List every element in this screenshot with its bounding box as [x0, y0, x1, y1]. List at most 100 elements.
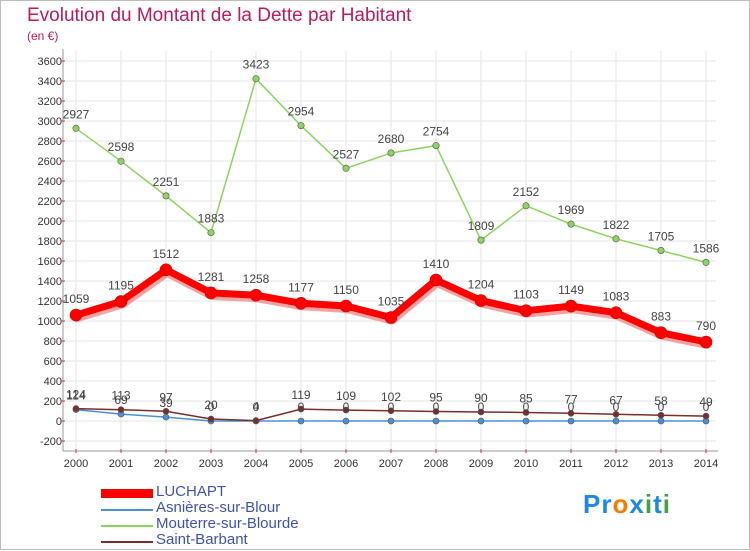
data-point: [387, 417, 395, 425]
chart-subtitle: (en €): [27, 29, 59, 43]
legend-item: Saint-Barbant: [101, 531, 361, 549]
data-label: 114: [66, 389, 85, 403]
data-point: [339, 299, 353, 313]
data-point: [519, 304, 533, 318]
x-tick-label: 2009: [469, 458, 493, 470]
data-point: [162, 413, 170, 421]
data-point: [252, 75, 260, 83]
data-point: [69, 308, 83, 322]
data-label: 1258: [243, 272, 270, 286]
data-label: 2954: [288, 105, 315, 119]
data-point: [387, 149, 395, 157]
y-tick-label: 1200: [38, 296, 62, 308]
data-label: 0: [568, 400, 575, 414]
data-label: 0: [478, 400, 485, 414]
x-tick-label: 2007: [379, 458, 403, 470]
data-point: [72, 124, 80, 132]
data-point: [387, 407, 395, 415]
x-tick-label: 2005: [289, 458, 313, 470]
data-label: 1103: [513, 288, 539, 302]
x-tick-label: 2010: [514, 458, 538, 470]
y-tick-label: 3000: [38, 116, 62, 128]
data-label: 1149: [558, 283, 584, 297]
data-label: 0: [343, 400, 350, 414]
data-point: [477, 408, 485, 416]
data-point: [114, 295, 128, 308]
data-point: [654, 326, 668, 340]
data-label: 77: [564, 392, 578, 406]
chart-title: Evolution du Montant de la Dette par Hab…: [27, 5, 412, 26]
y-tick-label: 2400: [38, 176, 62, 188]
data-point: [294, 296, 308, 310]
data-label: 0: [523, 400, 530, 414]
data-point: [297, 405, 305, 413]
data-point: [162, 192, 170, 200]
x-tick-label: 2013: [649, 458, 673, 470]
data-point: [477, 417, 485, 425]
x-tick-label: 2008: [424, 458, 448, 470]
data-point: [657, 247, 665, 255]
y-tick-label: 1400: [38, 276, 62, 288]
data-point: [474, 294, 488, 307]
logo-letter: t: [653, 489, 663, 519]
data-label: 1281: [198, 270, 225, 284]
data-label: 1705: [648, 230, 675, 244]
y-tick-label: -200: [40, 436, 62, 448]
data-label: 1150: [333, 283, 359, 297]
data-point: [567, 417, 575, 425]
data-label: 4: [253, 400, 260, 414]
data-label: 67: [609, 393, 623, 407]
data-point: [72, 405, 80, 412]
data-point: [564, 299, 578, 313]
y-tick-label: 1000: [38, 316, 62, 328]
x-tick-label: 2014: [694, 458, 718, 470]
data-label: 97: [159, 390, 173, 404]
data-point: [249, 288, 263, 302]
data-label: 58: [654, 394, 668, 408]
data-label: 0: [658, 400, 665, 414]
data-label: 49: [699, 395, 713, 409]
y-tick-label: 2800: [38, 136, 62, 148]
data-point: [342, 164, 350, 172]
data-label: 2598: [108, 140, 135, 154]
data-point: [612, 417, 620, 425]
x-tick-label: 2006: [334, 458, 358, 470]
x-tick-label: 2001: [109, 458, 133, 470]
proxiti-logo: Proxiti: [583, 489, 671, 520]
data-label: 1809: [468, 219, 495, 233]
data-point: [207, 415, 215, 423]
data-point: [117, 406, 125, 414]
data-label: 109: [336, 389, 356, 403]
y-tick-label: 2600: [38, 156, 62, 168]
y-tick-label: 2000: [38, 216, 62, 228]
legend-item: Mouterre-sur-Blourde: [101, 515, 361, 533]
data-label: 2927: [63, 107, 90, 121]
x-tick-label: 2004: [244, 458, 268, 470]
data-point: [297, 122, 305, 130]
data-point: [609, 306, 623, 320]
data-point: [432, 142, 440, 150]
data-point: [567, 409, 575, 417]
legend-label: Saint-Barbant: [156, 531, 248, 548]
legend-label: LUCHAPT: [156, 483, 227, 500]
data-label: 0: [613, 400, 620, 414]
data-label: 2251: [153, 175, 180, 189]
data-label: 102: [381, 390, 401, 404]
y-tick-label: 800: [44, 336, 62, 348]
data-point: [612, 410, 620, 418]
data-label: 1195: [108, 279, 134, 293]
data-label: 113: [111, 389, 130, 403]
data-point: [159, 263, 173, 277]
y-tick-label: 600: [44, 356, 62, 368]
data-point: [522, 417, 530, 425]
data-label: 2680: [378, 132, 405, 146]
legend-label: Asnières-sur-Blour: [156, 499, 281, 516]
data-point: [657, 411, 665, 419]
data-label: 1035: [378, 295, 405, 309]
logo-letter: P: [583, 489, 602, 519]
data-label: 119: [291, 388, 310, 402]
data-label: 1822: [603, 218, 630, 232]
legend-swatch: [101, 525, 153, 527]
y-tick-label: 1800: [38, 236, 62, 248]
data-point: [477, 236, 485, 244]
